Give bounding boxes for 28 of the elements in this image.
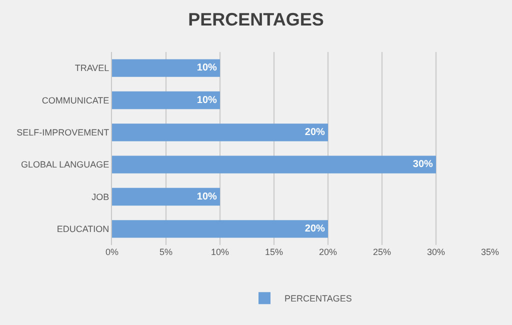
data-label: 20% xyxy=(304,223,325,234)
y-tick-label: JOB xyxy=(92,192,110,202)
legend-label: PERCENTAGES xyxy=(284,294,352,304)
x-tick-label: 0% xyxy=(105,247,119,257)
bar xyxy=(112,91,220,110)
data-label: 10% xyxy=(196,191,217,202)
data-label: 30% xyxy=(412,159,433,170)
data-label: 20% xyxy=(304,126,325,138)
y-tick-label: SELF-IMPROVEMENT xyxy=(16,128,110,138)
x-tick-label: 20% xyxy=(318,247,338,257)
x-tick-label: 35% xyxy=(480,247,500,257)
bar xyxy=(112,188,220,206)
bar xyxy=(112,59,220,77)
y-tick-label: TRAVEL xyxy=(74,63,110,74)
bar xyxy=(112,156,436,174)
chart-title: PERCENTAGES xyxy=(188,10,324,30)
x-tick-label: 25% xyxy=(372,247,392,257)
bar xyxy=(112,220,328,238)
bar xyxy=(112,124,328,142)
data-label: 10% xyxy=(196,94,217,106)
x-tick-label: 15% xyxy=(264,247,284,257)
y-tick-label: COMMUNICATE xyxy=(42,95,110,106)
x-tick-label: 5% xyxy=(159,247,173,257)
y-tick-label: GLOBAL LANGUAGE xyxy=(20,160,110,170)
y-tick-label: EDUCATION xyxy=(56,224,110,234)
x-tick-label: 10% xyxy=(210,247,230,257)
data-label: 10% xyxy=(196,62,217,74)
x-tick-label: 30% xyxy=(426,247,446,257)
